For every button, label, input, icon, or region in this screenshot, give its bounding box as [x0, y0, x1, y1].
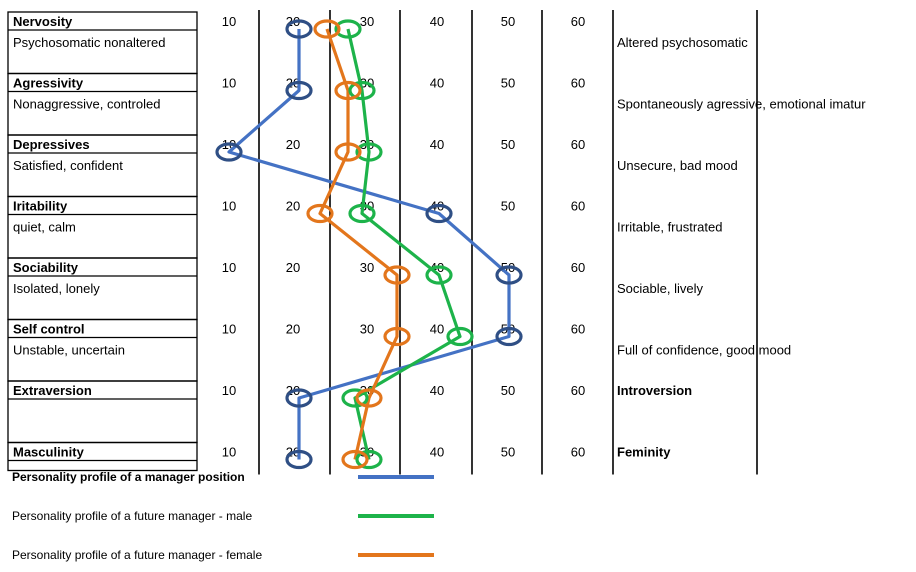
series-1-point [285, 19, 313, 39]
tick-label: 50 [501, 383, 515, 398]
trait-name: Masculinity [13, 445, 85, 460]
tick-label: 10 [222, 322, 236, 337]
series-3-point [306, 203, 334, 224]
trait-low-label: Unstable, uncertain [13, 343, 125, 358]
series-1-point [495, 326, 523, 347]
series-2-point [348, 80, 376, 101]
series-1-point [495, 265, 523, 285]
series-3-point [341, 449, 369, 470]
series-line-3 [318, 28, 399, 460]
series-2-point [341, 388, 369, 408]
tick-label: 60 [571, 260, 585, 275]
tick-label: 30 [360, 260, 374, 275]
tick-label: 40 [430, 445, 444, 460]
trait-name: Iritability [13, 199, 68, 214]
legend-label: Personality profile of a future manager … [12, 548, 262, 562]
series-1-point [285, 449, 313, 470]
tick-label: 20 [286, 260, 300, 275]
tick-label: 60 [571, 445, 585, 460]
series-3-point [313, 19, 341, 39]
series-2-point [334, 19, 362, 39]
tick-label: 50 [501, 199, 515, 214]
trait-low-label: quiet, calm [13, 220, 76, 235]
tick-label: 20 [286, 322, 300, 337]
series-2-point [425, 265, 453, 285]
trait-name: Agressivity [13, 76, 84, 91]
tick-label: 40 [430, 14, 444, 29]
series-3-point [355, 388, 383, 408]
series-1-point [285, 80, 313, 101]
trait-name: Extraversion [13, 383, 92, 398]
tick-label: 10 [222, 14, 236, 29]
tick-label: 10 [222, 260, 236, 275]
tick-label: 10 [222, 76, 236, 91]
tick-label: 60 [571, 14, 585, 29]
tick-label: 50 [501, 445, 515, 460]
tick-label: 10 [222, 383, 236, 398]
tick-label: 20 [286, 137, 300, 152]
series-line-1 [227, 29, 511, 460]
trait-high-label: Irritable, frustrated [617, 220, 723, 235]
tick-label: 40 [430, 137, 444, 152]
trait-high-label: Introversion [617, 383, 692, 398]
tick-label: 50 [501, 137, 515, 152]
tick-label: 60 [571, 199, 585, 214]
series-2-point [446, 326, 474, 347]
tick-label: 60 [571, 76, 585, 91]
trait-high-label: Full of confidence, good mood [617, 343, 791, 358]
tick-label: 60 [571, 322, 585, 337]
trait-name: Sociability [13, 260, 79, 275]
tick-label: 10 [222, 445, 236, 460]
tick-label: 10 [222, 199, 236, 214]
legend-label: Personality profile of a manager positio… [12, 470, 245, 484]
tick-label: 50 [501, 76, 515, 91]
tick-label: 30 [360, 322, 374, 337]
trait-box [7, 441, 198, 472]
trait-name: Self control [13, 322, 85, 337]
trait-high-label: Spontaneously agressive, emotional imatu… [617, 97, 866, 112]
trait-high-label: Feminity [617, 445, 671, 460]
series-3-point [383, 265, 411, 285]
series-2-point [355, 142, 383, 162]
trait-high-label: Unsecure, bad mood [617, 158, 738, 173]
series-1-point [215, 142, 243, 162]
tick-label: 40 [430, 383, 444, 398]
tick-label: 40 [430, 76, 444, 91]
trait-low-label: Isolated, lonely [13, 281, 100, 296]
tick-label: 40 [430, 322, 444, 337]
series-1-point [285, 388, 313, 408]
series-3-point [334, 142, 362, 162]
trait-low-label: Nonaggressive, controled [13, 97, 160, 112]
trait-name: Depressives [13, 137, 90, 152]
trait-low-label: Psychosomatic nonaltered [13, 35, 165, 50]
series-3-point [383, 326, 411, 347]
tick-label: 60 [571, 383, 585, 398]
series-2-point [355, 449, 383, 470]
trait-name: Nervosity [13, 14, 73, 29]
tick-label: 20 [286, 199, 300, 214]
series-3-point [334, 80, 362, 101]
trait-low-label: Satisfied, confident [13, 158, 123, 173]
series-1-point [425, 203, 453, 224]
trait-high-label: Sociable, lively [617, 281, 703, 296]
series-2-point [348, 203, 376, 224]
tick-label: 30 [360, 14, 374, 29]
legend-label: Personality profile of a future manager … [12, 509, 252, 523]
trait-high-label: Altered psychosomatic [617, 35, 748, 50]
tick-label: 50 [501, 14, 515, 29]
tick-label: 60 [571, 137, 585, 152]
